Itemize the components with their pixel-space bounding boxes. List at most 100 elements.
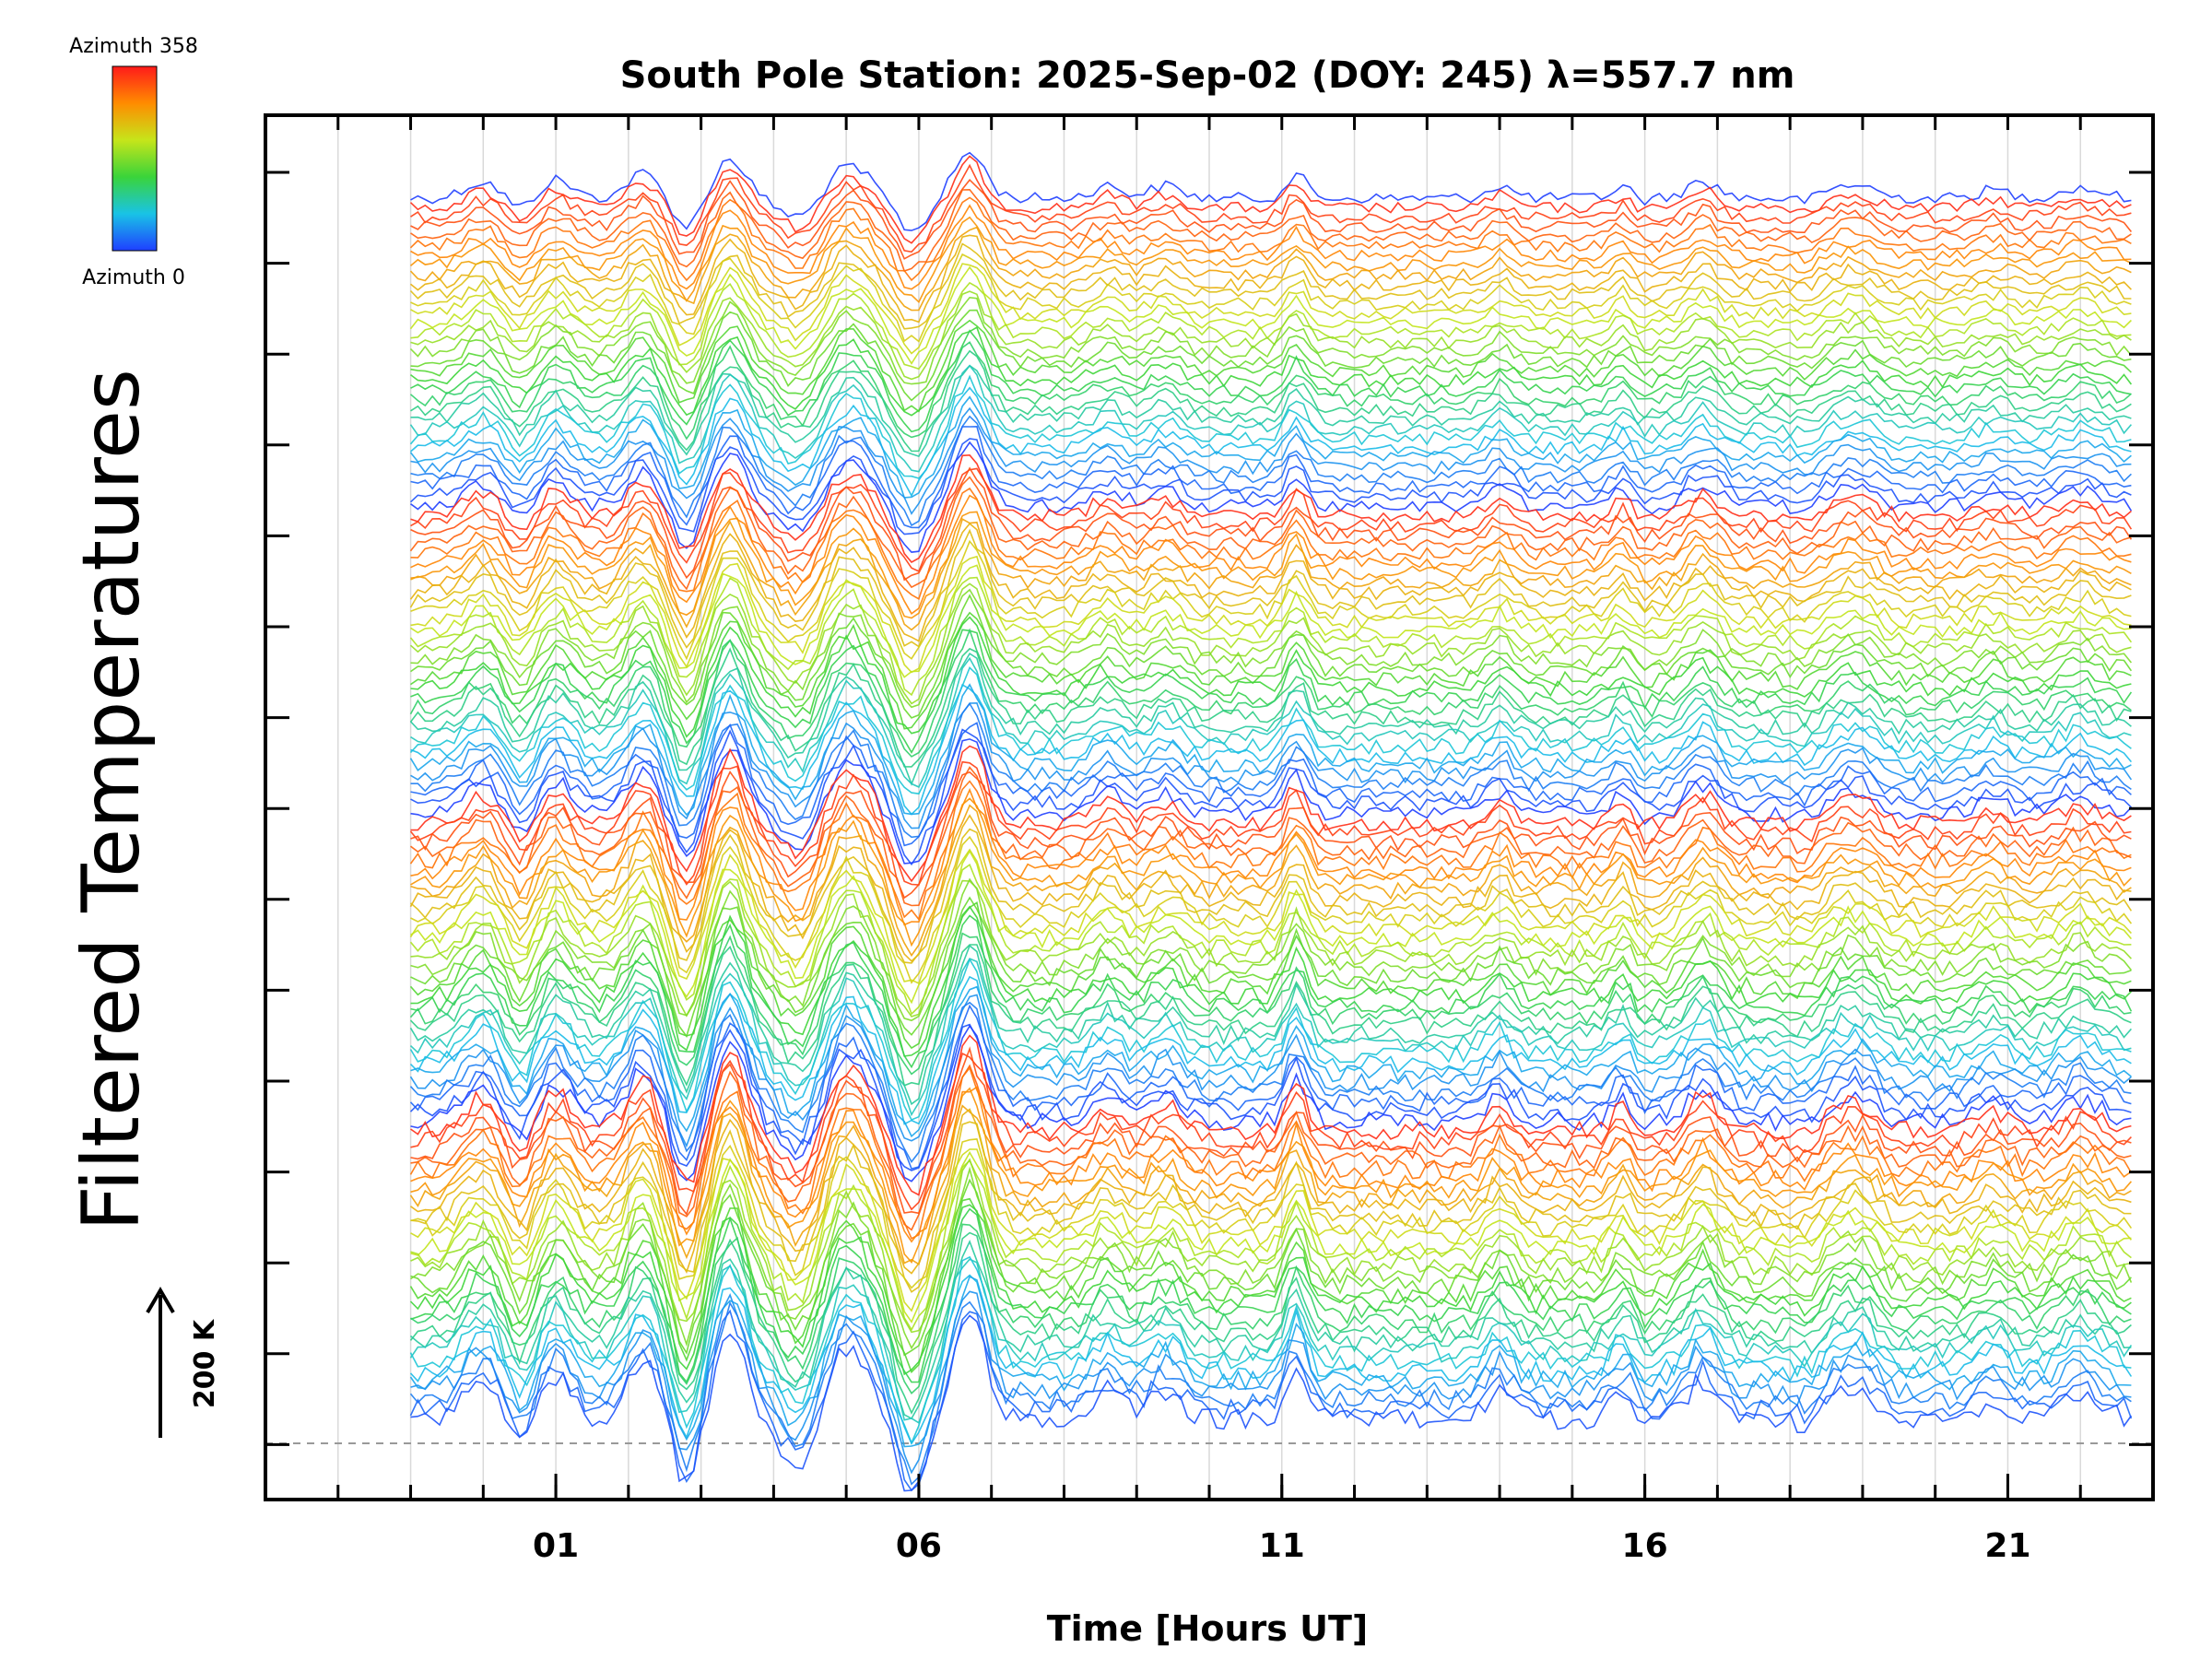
x-tick-label: 11	[1259, 1527, 1305, 1565]
series-line	[410, 364, 2132, 458]
series-line	[410, 179, 2133, 260]
series-line	[410, 1046, 2132, 1217]
series-line	[410, 1148, 2133, 1312]
series-line	[409, 341, 2132, 441]
series-line	[409, 226, 2132, 312]
series-line	[409, 1001, 2132, 1163]
chart-title: South Pole Station: 2025-Sep-02 (DOY: 24…	[620, 54, 1795, 97]
series-line	[410, 441, 2133, 553]
series-line	[410, 787, 2132, 926]
series-line	[409, 155, 2132, 244]
y-axis-label: Filtered Temperatures	[65, 369, 158, 1231]
series-line	[410, 466, 2133, 582]
series-line	[410, 329, 2132, 433]
series-line	[410, 1064, 2132, 1231]
series-line	[409, 476, 2132, 591]
x-tick-label: 16	[1622, 1527, 1668, 1565]
x-tick-labels: 01 06 11 16 21	[533, 1527, 2030, 1565]
series-line	[409, 1240, 2132, 1420]
series-line	[409, 760, 2132, 886]
series-line	[409, 1276, 2132, 1448]
series-line	[410, 879, 2132, 1018]
series-line	[410, 281, 2132, 371]
series-line	[410, 797, 2132, 947]
series-line	[409, 582, 2132, 705]
series-line	[410, 349, 2132, 453]
series-line	[410, 728, 2132, 866]
series-line	[409, 1197, 2132, 1374]
series-lines	[409, 151, 2133, 1492]
series-line	[410, 1108, 2132, 1275]
series-line	[409, 994, 2132, 1148]
series-line	[410, 771, 2132, 900]
series-line	[410, 1052, 2132, 1211]
scale-bar-arrow-head	[146, 1287, 175, 1314]
series-line	[409, 265, 2132, 365]
series-line	[410, 914, 2133, 1069]
scale-bar: 200 K	[146, 1287, 221, 1438]
series-line	[409, 848, 2132, 984]
series-line	[409, 1274, 2133, 1445]
series-line	[409, 438, 2132, 535]
series-line	[409, 1104, 2132, 1265]
series-line	[410, 453, 2132, 564]
series-line	[409, 364, 2133, 473]
series-line	[410, 985, 2132, 1138]
series-line	[410, 656, 2132, 788]
series-line	[410, 1150, 2132, 1324]
series-line	[409, 522, 2132, 642]
series-line	[410, 588, 2133, 709]
series-line	[409, 374, 2132, 479]
series-line	[410, 151, 2132, 231]
series-line	[409, 944, 2133, 1106]
series-line	[409, 683, 2132, 817]
series-line	[410, 1178, 2132, 1357]
series-line	[410, 163, 2132, 253]
series-line	[410, 1159, 2132, 1332]
series-line	[410, 745, 2132, 883]
series-line	[410, 425, 2132, 529]
series-line	[409, 863, 2132, 1016]
series-line	[410, 263, 2132, 355]
series-line	[409, 395, 2132, 499]
series-line	[409, 1004, 2132, 1171]
series-line	[409, 1258, 2133, 1425]
x-axis-label: Time [Hours UT]	[1047, 1608, 1369, 1649]
series-line	[410, 539, 2132, 661]
series-line	[409, 958, 2132, 1122]
series-line	[409, 296, 2133, 385]
series-line	[410, 877, 2133, 1022]
series-line	[409, 828, 2133, 964]
series-line	[410, 835, 2133, 984]
series-line	[410, 467, 2133, 572]
series-line	[409, 814, 2132, 962]
series-line	[410, 702, 2132, 839]
series-line	[410, 564, 2132, 678]
series-line	[410, 722, 2132, 847]
series-line	[409, 665, 2132, 795]
series-line	[410, 1166, 2133, 1350]
series-line	[409, 780, 2132, 922]
series-line	[410, 494, 2132, 615]
series-line	[410, 518, 2132, 631]
series-line	[410, 905, 2132, 1057]
series-line	[409, 242, 2132, 330]
series-line	[410, 1223, 2132, 1394]
series-line	[410, 701, 2133, 830]
series-line	[410, 234, 2132, 324]
series-line	[410, 1121, 2132, 1293]
series-line	[410, 1314, 2133, 1492]
x-tick-label: 06	[896, 1527, 942, 1565]
x-tick-label: 21	[1984, 1527, 2030, 1565]
series-line	[410, 594, 2133, 719]
series-line	[409, 975, 2132, 1125]
series-line	[409, 1023, 2132, 1171]
series-line	[410, 487, 2132, 600]
series-line	[409, 958, 2132, 1117]
series-line	[410, 1087, 2133, 1264]
series-line	[410, 319, 2132, 413]
series-line	[409, 1300, 2132, 1486]
series-line	[410, 555, 2132, 674]
series-line	[409, 216, 2132, 304]
series-line	[409, 1204, 2132, 1376]
